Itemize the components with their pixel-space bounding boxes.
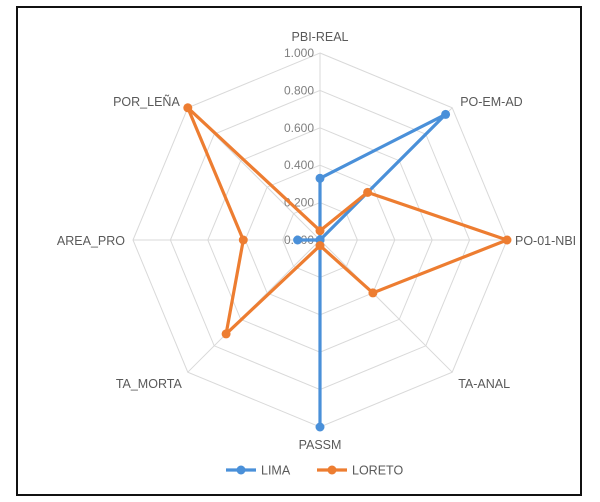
- data-point: [221, 329, 231, 339]
- legend-swatch-marker: [327, 465, 337, 475]
- axis-label: PO-EM-AD: [460, 95, 523, 109]
- legend-item: LORETO: [317, 464, 403, 478]
- axis-label: PASSM: [299, 438, 342, 452]
- series-loreto: [183, 103, 512, 339]
- data-point: [293, 235, 303, 245]
- axis-label: TA-ANAL: [458, 377, 510, 391]
- axis-label: POR_LEÑA: [113, 95, 180, 109]
- data-point: [368, 288, 378, 298]
- series-lima: [293, 109, 451, 432]
- tick-label: 0.400: [284, 158, 314, 172]
- data-point: [315, 241, 325, 251]
- data-point: [183, 103, 193, 113]
- axis-label: TA_MORTA: [116, 377, 183, 391]
- data-point: [363, 187, 373, 197]
- data-point: [315, 226, 325, 236]
- radar-series: [183, 103, 512, 432]
- series-line: [186, 106, 509, 336]
- spoke-4: [319, 239, 453, 373]
- data-point: [502, 235, 512, 245]
- data-point: [315, 422, 325, 432]
- tick-label: 0.800: [284, 83, 314, 97]
- legend-swatch-marker: [236, 465, 246, 475]
- data-point: [315, 173, 325, 183]
- axis-label: PO-01-NBI: [515, 234, 576, 248]
- legend-label: LIMA: [261, 464, 291, 478]
- radar-axis-labels: PBI-REAL PO-EM-AD PO-01-NBI TA-ANAL PASSM TA_…: [57, 30, 576, 452]
- chart-legend: LIMA LORETO: [226, 464, 403, 478]
- legend-item: LIMA: [226, 464, 291, 478]
- tick-label: 1.000: [284, 46, 314, 60]
- axis-label: AREA_PRO: [57, 234, 125, 248]
- tick-label: 0.600: [284, 121, 314, 135]
- legend-label: LORETO: [352, 464, 403, 478]
- data-point: [441, 109, 451, 119]
- axis-label: PBI-REAL: [292, 30, 349, 44]
- data-point: [238, 235, 248, 245]
